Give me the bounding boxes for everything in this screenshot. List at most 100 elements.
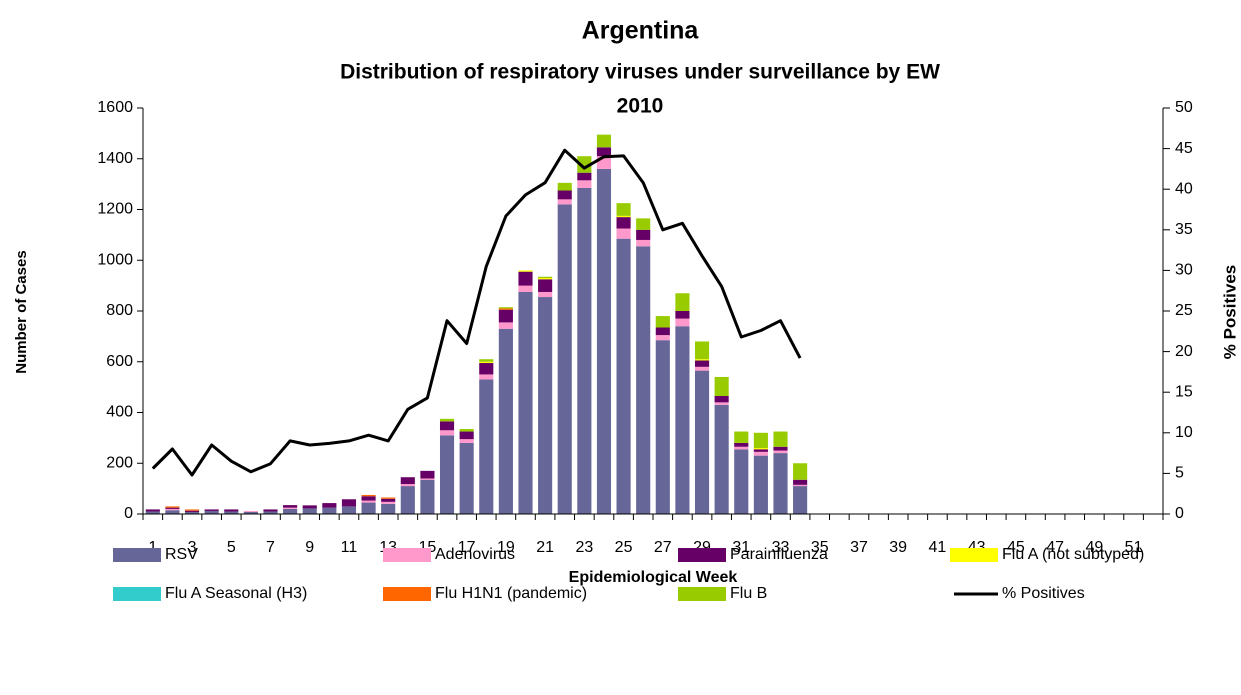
bar xyxy=(734,442,749,447)
bar xyxy=(636,246,651,514)
legend-swatch xyxy=(678,548,726,562)
bar xyxy=(655,316,670,328)
legend-label: Flu A Seasonal (H3) xyxy=(165,585,307,602)
y-tick-label: 600 xyxy=(106,353,133,370)
bar xyxy=(616,215,631,218)
bar xyxy=(381,497,396,499)
x-tick-label: 37 xyxy=(850,539,868,556)
bar xyxy=(361,494,376,497)
bar xyxy=(577,172,592,181)
bar xyxy=(694,341,710,360)
bar xyxy=(439,435,455,514)
line-series xyxy=(151,148,802,477)
y2-tick-label: 50 xyxy=(1175,99,1193,116)
x-tick-label: 45 xyxy=(1007,539,1025,556)
bar xyxy=(145,511,160,514)
y2-tick-label: 0 xyxy=(1175,505,1184,522)
x-tick-label: 23 xyxy=(575,539,593,556)
bar xyxy=(400,484,415,487)
bar xyxy=(596,134,612,148)
bar xyxy=(322,503,337,508)
bar xyxy=(381,498,396,502)
bar xyxy=(479,359,494,362)
x-tick-label: 3 xyxy=(188,539,197,556)
legend-swatch xyxy=(950,548,998,562)
bar xyxy=(224,509,239,512)
x-axis-title: Epidemiological Week xyxy=(569,569,738,586)
y-tick-label: 1000 xyxy=(97,251,133,268)
bar xyxy=(518,270,533,272)
bar xyxy=(793,486,808,514)
x-tick-label: 1 xyxy=(148,539,157,556)
bar xyxy=(694,359,710,361)
bar xyxy=(753,451,768,456)
bar xyxy=(655,340,670,514)
y2-tick-label: 30 xyxy=(1175,262,1193,279)
bar xyxy=(655,327,670,336)
legend-label: % Positives xyxy=(1002,585,1085,602)
bar xyxy=(420,470,435,479)
bar xyxy=(714,376,729,397)
bar xyxy=(479,379,494,514)
bar xyxy=(734,431,749,443)
bar xyxy=(675,326,690,514)
x-tick-label: 49 xyxy=(1085,539,1103,556)
bar xyxy=(459,439,474,443)
x-tick-label: 11 xyxy=(341,539,358,556)
bar xyxy=(538,297,553,514)
chart-subtitle: 2010 xyxy=(617,95,664,118)
x-tick-label: 21 xyxy=(536,539,554,556)
y-tick-label: 200 xyxy=(106,454,133,471)
x-tick-label: 19 xyxy=(497,539,515,556)
bar xyxy=(538,278,553,280)
bar xyxy=(459,442,474,514)
bar xyxy=(361,496,376,501)
y2-tick-label: 25 xyxy=(1175,302,1193,319)
bar xyxy=(753,432,768,449)
bar xyxy=(734,449,749,514)
y2-tick-label: 35 xyxy=(1175,221,1193,238)
bar xyxy=(636,239,651,247)
x-tick-label: 41 xyxy=(929,539,947,556)
bar xyxy=(224,511,239,514)
y-tick-label: 800 xyxy=(106,302,133,319)
legend-label: Flu B xyxy=(730,585,767,602)
bar xyxy=(459,428,474,432)
bar xyxy=(538,291,553,298)
bar xyxy=(753,449,768,452)
x-tick-label: 31 xyxy=(732,539,750,556)
bar xyxy=(694,360,710,367)
bar xyxy=(498,309,513,323)
bar xyxy=(714,396,729,403)
bar xyxy=(263,511,278,514)
y2-tick-label: 5 xyxy=(1175,465,1184,482)
bar xyxy=(753,455,768,514)
y-axis-title: Number of Cases xyxy=(13,250,30,373)
bar xyxy=(793,479,808,485)
bar xyxy=(694,370,710,514)
x-tick-label: 51 xyxy=(1125,539,1143,556)
bar xyxy=(420,479,435,514)
bar xyxy=(283,505,298,508)
bar xyxy=(498,328,513,514)
x-tick-label: 5 xyxy=(227,539,236,556)
bar xyxy=(734,446,749,450)
legend-swatch xyxy=(113,587,161,601)
legend-label: Adenovirus xyxy=(435,546,515,563)
bar xyxy=(577,156,592,173)
bar xyxy=(165,507,180,509)
bar xyxy=(793,463,808,480)
bar xyxy=(596,168,612,514)
bar xyxy=(596,147,612,157)
bar xyxy=(459,431,474,440)
bar xyxy=(302,505,317,509)
bar xyxy=(577,180,592,188)
bar xyxy=(557,182,572,191)
bar xyxy=(793,484,808,487)
y-tick-label: 1200 xyxy=(97,201,133,218)
y-tick-label: 0 xyxy=(124,505,133,522)
bar xyxy=(302,508,317,514)
bar xyxy=(518,285,533,292)
x-tick-label: 17 xyxy=(458,539,476,556)
